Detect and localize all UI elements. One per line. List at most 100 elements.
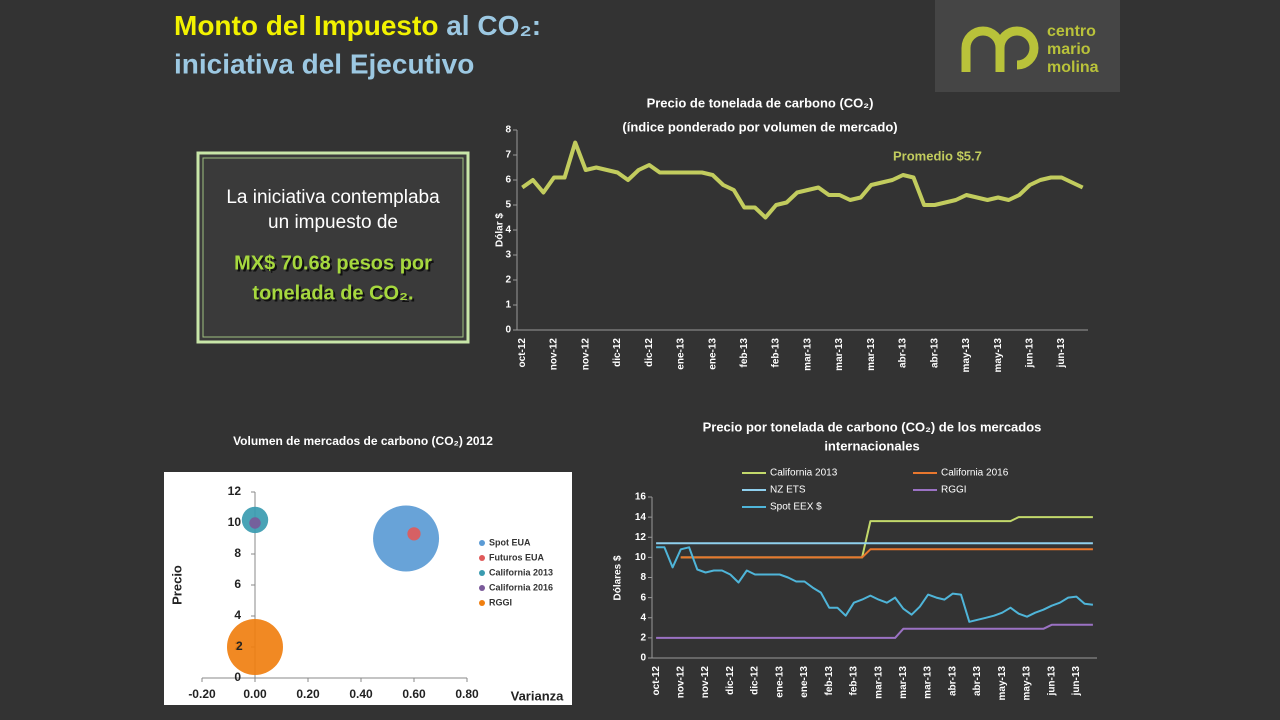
y-tick-label: 5 bbox=[505, 200, 511, 211]
x-tick-label: feb-13 bbox=[824, 666, 835, 696]
series-line bbox=[656, 623, 1093, 639]
x-tick-label: may-13 bbox=[997, 666, 1008, 701]
x-tick-label: feb-13 bbox=[771, 338, 782, 368]
legend-label: NZ ETS bbox=[770, 485, 806, 496]
y-tick-label: 6 bbox=[640, 592, 646, 603]
legend-label: California 2013 bbox=[489, 567, 553, 577]
x-tick-label: dic-12 bbox=[612, 338, 623, 367]
scatter-panel bbox=[164, 472, 572, 705]
chart-title: internacionales bbox=[824, 438, 919, 453]
x-tick-label: feb-13 bbox=[739, 338, 750, 368]
bubble bbox=[373, 505, 440, 572]
x-tick-label: mar-13 bbox=[923, 666, 934, 699]
y-tick-label: 12 bbox=[635, 532, 647, 543]
x-tick-label: mar-13 bbox=[866, 338, 877, 371]
x-tick-label: nov-12 bbox=[675, 666, 686, 699]
x-tick-label: -0.20 bbox=[188, 687, 216, 701]
logo-text: mario bbox=[1047, 41, 1091, 58]
y-tick-label: 10 bbox=[228, 515, 242, 529]
y-tick-label: 4 bbox=[505, 225, 511, 236]
y-tick-label: 14 bbox=[635, 512, 647, 523]
annotation: Promedio $5.7 bbox=[893, 148, 982, 163]
x-tick-label: abr-13 bbox=[929, 338, 940, 368]
legend-label: RGGI bbox=[489, 597, 512, 607]
x-tick-label: abr-13 bbox=[947, 666, 958, 696]
y-tick-label: 3 bbox=[505, 250, 511, 261]
title-part: al CO₂: bbox=[446, 10, 541, 41]
x-tick-label: jun-13 bbox=[1024, 338, 1035, 369]
x-tick-label: ene-13 bbox=[799, 666, 810, 698]
logo-text: molina bbox=[1047, 59, 1099, 76]
legend-label: California 2013 bbox=[770, 468, 838, 479]
x-tick-label: oct-12 bbox=[651, 666, 662, 696]
x-tick-label: jun-13 bbox=[1046, 666, 1057, 697]
x-tick-label: mar-13 bbox=[802, 338, 813, 371]
legend-swatch bbox=[479, 585, 485, 591]
bubble bbox=[249, 517, 261, 529]
chart-title: Volumen de mercados de carbono (CO₂) 201… bbox=[233, 434, 493, 448]
box-text: un impuesto de bbox=[268, 212, 398, 233]
box-highlight: tonelada de CO₂. bbox=[252, 282, 413, 304]
y-tick-label: 0 bbox=[505, 325, 511, 336]
legend-label: California 2016 bbox=[489, 582, 553, 592]
y-tick-label: 2 bbox=[505, 275, 511, 286]
slide-title: Monto del Impuesto al CO₂: bbox=[174, 10, 541, 41]
y-tick-label: 7 bbox=[505, 150, 511, 161]
x-axis-label: Varianza bbox=[511, 688, 565, 703]
legend-label: California 2016 bbox=[941, 468, 1009, 479]
x-tick-label: dic-12 bbox=[750, 666, 761, 695]
x-tick-label: 0.00 bbox=[243, 687, 267, 701]
logo-text: centro bbox=[1047, 23, 1096, 40]
y-tick-label: 8 bbox=[505, 125, 511, 136]
series-line bbox=[656, 546, 1094, 623]
legend-swatch bbox=[479, 600, 485, 606]
x-tick-label: mar-13 bbox=[873, 666, 884, 699]
legend-label: RGGI bbox=[941, 485, 967, 496]
x-tick-label: dic-12 bbox=[644, 338, 655, 367]
x-tick-label: nov-12 bbox=[700, 666, 711, 699]
legend-swatch bbox=[479, 540, 485, 546]
x-tick-label: dic-12 bbox=[725, 666, 736, 695]
y-axis-label: Dólar $ bbox=[495, 213, 506, 247]
chart-title: Precio por tonelada de carbono (CO₂) de … bbox=[703, 419, 1042, 434]
x-tick-label: abr-13 bbox=[898, 338, 909, 368]
x-tick-label: may-13 bbox=[993, 338, 1004, 373]
y-tick-label: 1 bbox=[505, 300, 511, 311]
y-tick-label: 8 bbox=[640, 572, 646, 583]
x-tick-label: 0.60 bbox=[402, 687, 426, 701]
legend-label: Futuros EUA bbox=[489, 552, 544, 562]
y-tick-label: 6 bbox=[234, 577, 241, 591]
y-axis-label: Precio bbox=[169, 565, 184, 605]
x-tick-label: ene-13 bbox=[707, 338, 718, 370]
x-tick-label: 0.40 bbox=[349, 687, 373, 701]
box-highlight: MX$ 70.68 pesos por bbox=[234, 252, 432, 274]
box-text: La iniciativa contemplaba bbox=[226, 187, 440, 208]
title-part: Monto del Impuesto bbox=[174, 10, 438, 41]
legend-label: Spot EUA bbox=[489, 537, 531, 547]
legend-swatch bbox=[479, 570, 485, 576]
chart-title: (índice ponderado por volumen de mercado… bbox=[622, 119, 897, 134]
box-highlight-shadow: tonelada de CO₂. bbox=[254, 284, 415, 306]
box-highlight-shadow: MX$ 70.68 pesos por bbox=[236, 254, 434, 276]
y-tick-label: 4 bbox=[640, 612, 646, 623]
x-tick-label: 0.80 bbox=[455, 687, 479, 701]
y-tick-label: 0 bbox=[640, 653, 646, 664]
x-tick-label: 0.20 bbox=[296, 687, 320, 701]
bubble bbox=[407, 527, 421, 541]
x-tick-label: ene-13 bbox=[774, 666, 785, 698]
y-tick-label: 12 bbox=[228, 484, 242, 498]
x-tick-label: nov-12 bbox=[549, 338, 560, 371]
y-tick-label: 2 bbox=[640, 633, 646, 644]
y-axis-label: Dólares $ bbox=[613, 555, 624, 600]
y-tick-label: 8 bbox=[234, 546, 241, 560]
x-tick-label: ene-13 bbox=[676, 338, 687, 370]
x-tick-label: may-13 bbox=[1022, 666, 1033, 701]
slide-title: iniciativa del Ejecutivo bbox=[174, 48, 474, 79]
x-tick-label: may-13 bbox=[961, 338, 972, 373]
logo-arc bbox=[995, 26, 1039, 70]
x-tick-label: mar-13 bbox=[834, 338, 845, 371]
series-line bbox=[521, 140, 1084, 220]
chart-title: Precio de tonelada de carbono (CO₂) bbox=[647, 95, 874, 110]
logo-mark bbox=[961, 26, 1039, 72]
x-tick-label: feb-13 bbox=[849, 666, 860, 696]
